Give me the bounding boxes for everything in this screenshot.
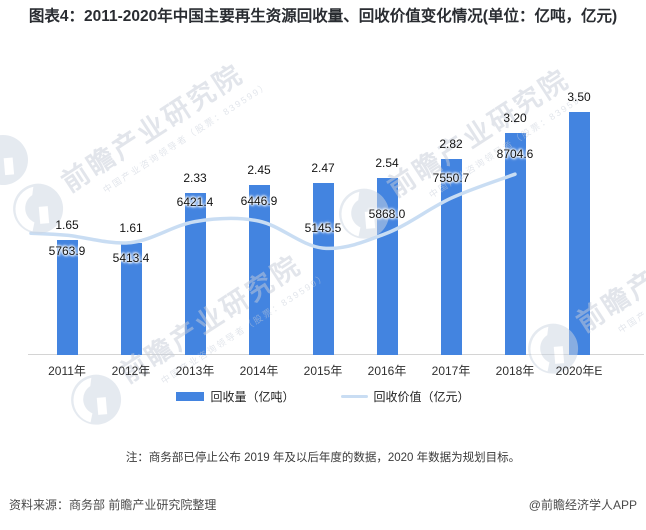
x-axis-label: 2016年 [367, 364, 407, 378]
watermark: 前瞻产业研究院 中国产业咨询领导者（股票：839599） [2, 44, 271, 245]
watermark-text: 前瞻产业研究院 [382, 63, 576, 204]
x-axis-label: 2020年E [555, 364, 603, 378]
x-axis-label: 2014年 [239, 364, 279, 378]
bar-value-label: 2.47 [311, 161, 335, 176]
qianzhan-logo-icon [13, 183, 64, 234]
bar [56, 240, 78, 355]
x-axis-label: 2012年 [111, 364, 151, 378]
bar [568, 111, 590, 355]
legend-item-bar: 回收量（亿吨） [176, 388, 295, 405]
line-value-label: 5145.5 [304, 221, 342, 236]
line-value-label: 6421.4 [176, 194, 214, 209]
bar-value-label: 2.54 [375, 156, 399, 171]
bar [440, 159, 462, 355]
line-value-label: 5413.4 [112, 250, 150, 265]
line-value-label: 6446.9 [240, 194, 278, 209]
chart-title: 图表4：2011-2020年中国主要再生资源回收量、回收价值变化情况(单位：亿吨… [28, 8, 618, 25]
watermark [0, 125, 38, 194]
bar-series-swatch [176, 392, 205, 401]
line-value-label: 8704.6 [496, 147, 534, 162]
line-value-label: 5868.0 [368, 207, 406, 222]
x-axis-label: 2018年 [495, 364, 535, 378]
chart-note: 注：商务部已停止公布 2019 年及以后年度的数据，2020 年数据为规划目标。 [125, 452, 521, 464]
line-value-label: 5763.9 [48, 244, 86, 259]
bar-value-label: 2.45 [247, 162, 271, 177]
bar [248, 184, 270, 355]
legend-label-bar: 回收量（亿吨） [210, 390, 295, 404]
bar [312, 183, 334, 355]
legend-item-line: 回收价值（亿元） [340, 388, 470, 405]
x-axis-label: 2013年 [175, 364, 215, 378]
x-axis-label: 2011年 [48, 364, 86, 378]
source-text: 资料来源：商务部 前瞻产业研究院整理 [9, 498, 217, 512]
bar [184, 193, 206, 355]
bar [504, 132, 526, 355]
line-series-swatch [340, 394, 368, 399]
x-axis-label: 2017年 [431, 364, 471, 378]
footer: 资料来源：商务部 前瞻产业研究院整理 @前瞻经济学人APP [9, 496, 637, 513]
x-axis-line [28, 354, 644, 355]
credit-text: @前瞻经济学人APP [528, 498, 637, 512]
legend-label-line: 回收价值（亿元） [373, 390, 470, 404]
bar-value-label: 1.65 [55, 218, 79, 233]
bar-value-label: 2.33 [183, 171, 207, 186]
bar-value-label: 2.82 [439, 137, 463, 151]
x-axis-label: 2015年 [303, 364, 343, 378]
bar-value-label: 3.20 [503, 110, 527, 125]
qianzhan-logo-icon [0, 135, 29, 185]
bar-value-label: 3.50 [567, 89, 591, 104]
line-value-label: 7550.7 [432, 171, 470, 186]
bar [376, 178, 398, 355]
legend: 回收量（亿吨） 回收价值（亿元） [0, 388, 646, 405]
watermark-subtext: 中国产业咨询领导者（股票：839599） [616, 219, 646, 336]
bar [120, 243, 142, 355]
bar-value-label: 1.61 [119, 221, 143, 236]
